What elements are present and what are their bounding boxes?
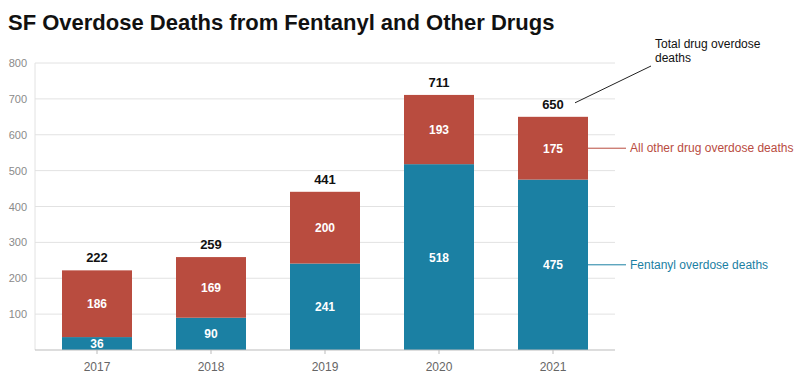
bar-segment xyxy=(176,318,246,350)
labels: 36 186 222 90 169 259 241 200 441 518 193 711 475 175… xyxy=(86,75,564,351)
y-tick-label: 800 xyxy=(9,57,27,69)
data-label: 186 xyxy=(87,297,107,311)
x-tick-label: 2019 xyxy=(312,360,339,374)
bars xyxy=(62,95,588,350)
chart: SF Overdose Deaths from Fentanyl and Oth… xyxy=(0,0,800,384)
x-tick-label: 2017 xyxy=(84,360,111,374)
y-tick-label: 200 xyxy=(9,272,27,284)
title: SF Overdose Deaths from Fentanyl and Oth… xyxy=(8,10,554,35)
y-tick-label: 600 xyxy=(9,129,27,141)
y-tick-label: 400 xyxy=(9,201,27,213)
data-label: 200 xyxy=(315,221,335,235)
x-tick-label: 2018 xyxy=(198,360,225,374)
legend-leader xyxy=(588,148,626,149)
data-label: 475 xyxy=(543,258,563,272)
total-label: 222 xyxy=(86,250,108,265)
bar-segment xyxy=(404,164,474,350)
total-label: 441 xyxy=(314,172,336,187)
grid-line xyxy=(35,98,615,99)
x-tick-label: 2021 xyxy=(540,360,567,374)
data-label: 518 xyxy=(429,251,449,265)
legend-entry: Fentanyl overdose deaths xyxy=(630,258,768,272)
data-label: 169 xyxy=(201,281,221,295)
bar-segment xyxy=(290,264,360,350)
annotation-leader xyxy=(575,66,651,103)
x-tick xyxy=(211,350,212,354)
legend-leader xyxy=(588,264,626,265)
y-tick-label: 300 xyxy=(9,236,27,248)
total-label: 711 xyxy=(429,75,450,90)
x-tick-label: 2020 xyxy=(426,360,453,374)
annotation: Total drug overdose deaths xyxy=(655,37,764,65)
data-label: 193 xyxy=(429,123,449,137)
x-tick xyxy=(439,350,440,354)
data-label: 90 xyxy=(204,327,218,341)
bar-segment xyxy=(404,95,474,164)
bar-segment xyxy=(176,257,246,318)
annotation-line: Total drug overdose xyxy=(655,37,764,51)
x-tick xyxy=(553,350,554,354)
data-label: 36 xyxy=(90,337,104,351)
bar-segment xyxy=(290,192,360,264)
data-label: 241 xyxy=(315,300,335,314)
data-label: 175 xyxy=(543,142,563,156)
total-label: 650 xyxy=(542,97,564,112)
bar-segment xyxy=(62,270,132,337)
y-tick-label: 500 xyxy=(9,165,27,177)
legend-entry: All other drug overdose deaths xyxy=(630,141,793,155)
y-tick-label: 100 xyxy=(9,308,27,320)
x-tick xyxy=(97,350,98,354)
total-label: 259 xyxy=(200,237,222,252)
x-tick xyxy=(325,350,326,354)
y-tick-label: 700 xyxy=(9,93,27,105)
grid-line xyxy=(35,63,615,64)
bar-segment xyxy=(518,180,588,350)
annotation-line: deaths xyxy=(655,51,691,65)
y-axis-line xyxy=(35,63,36,350)
bar-segment xyxy=(518,117,588,180)
